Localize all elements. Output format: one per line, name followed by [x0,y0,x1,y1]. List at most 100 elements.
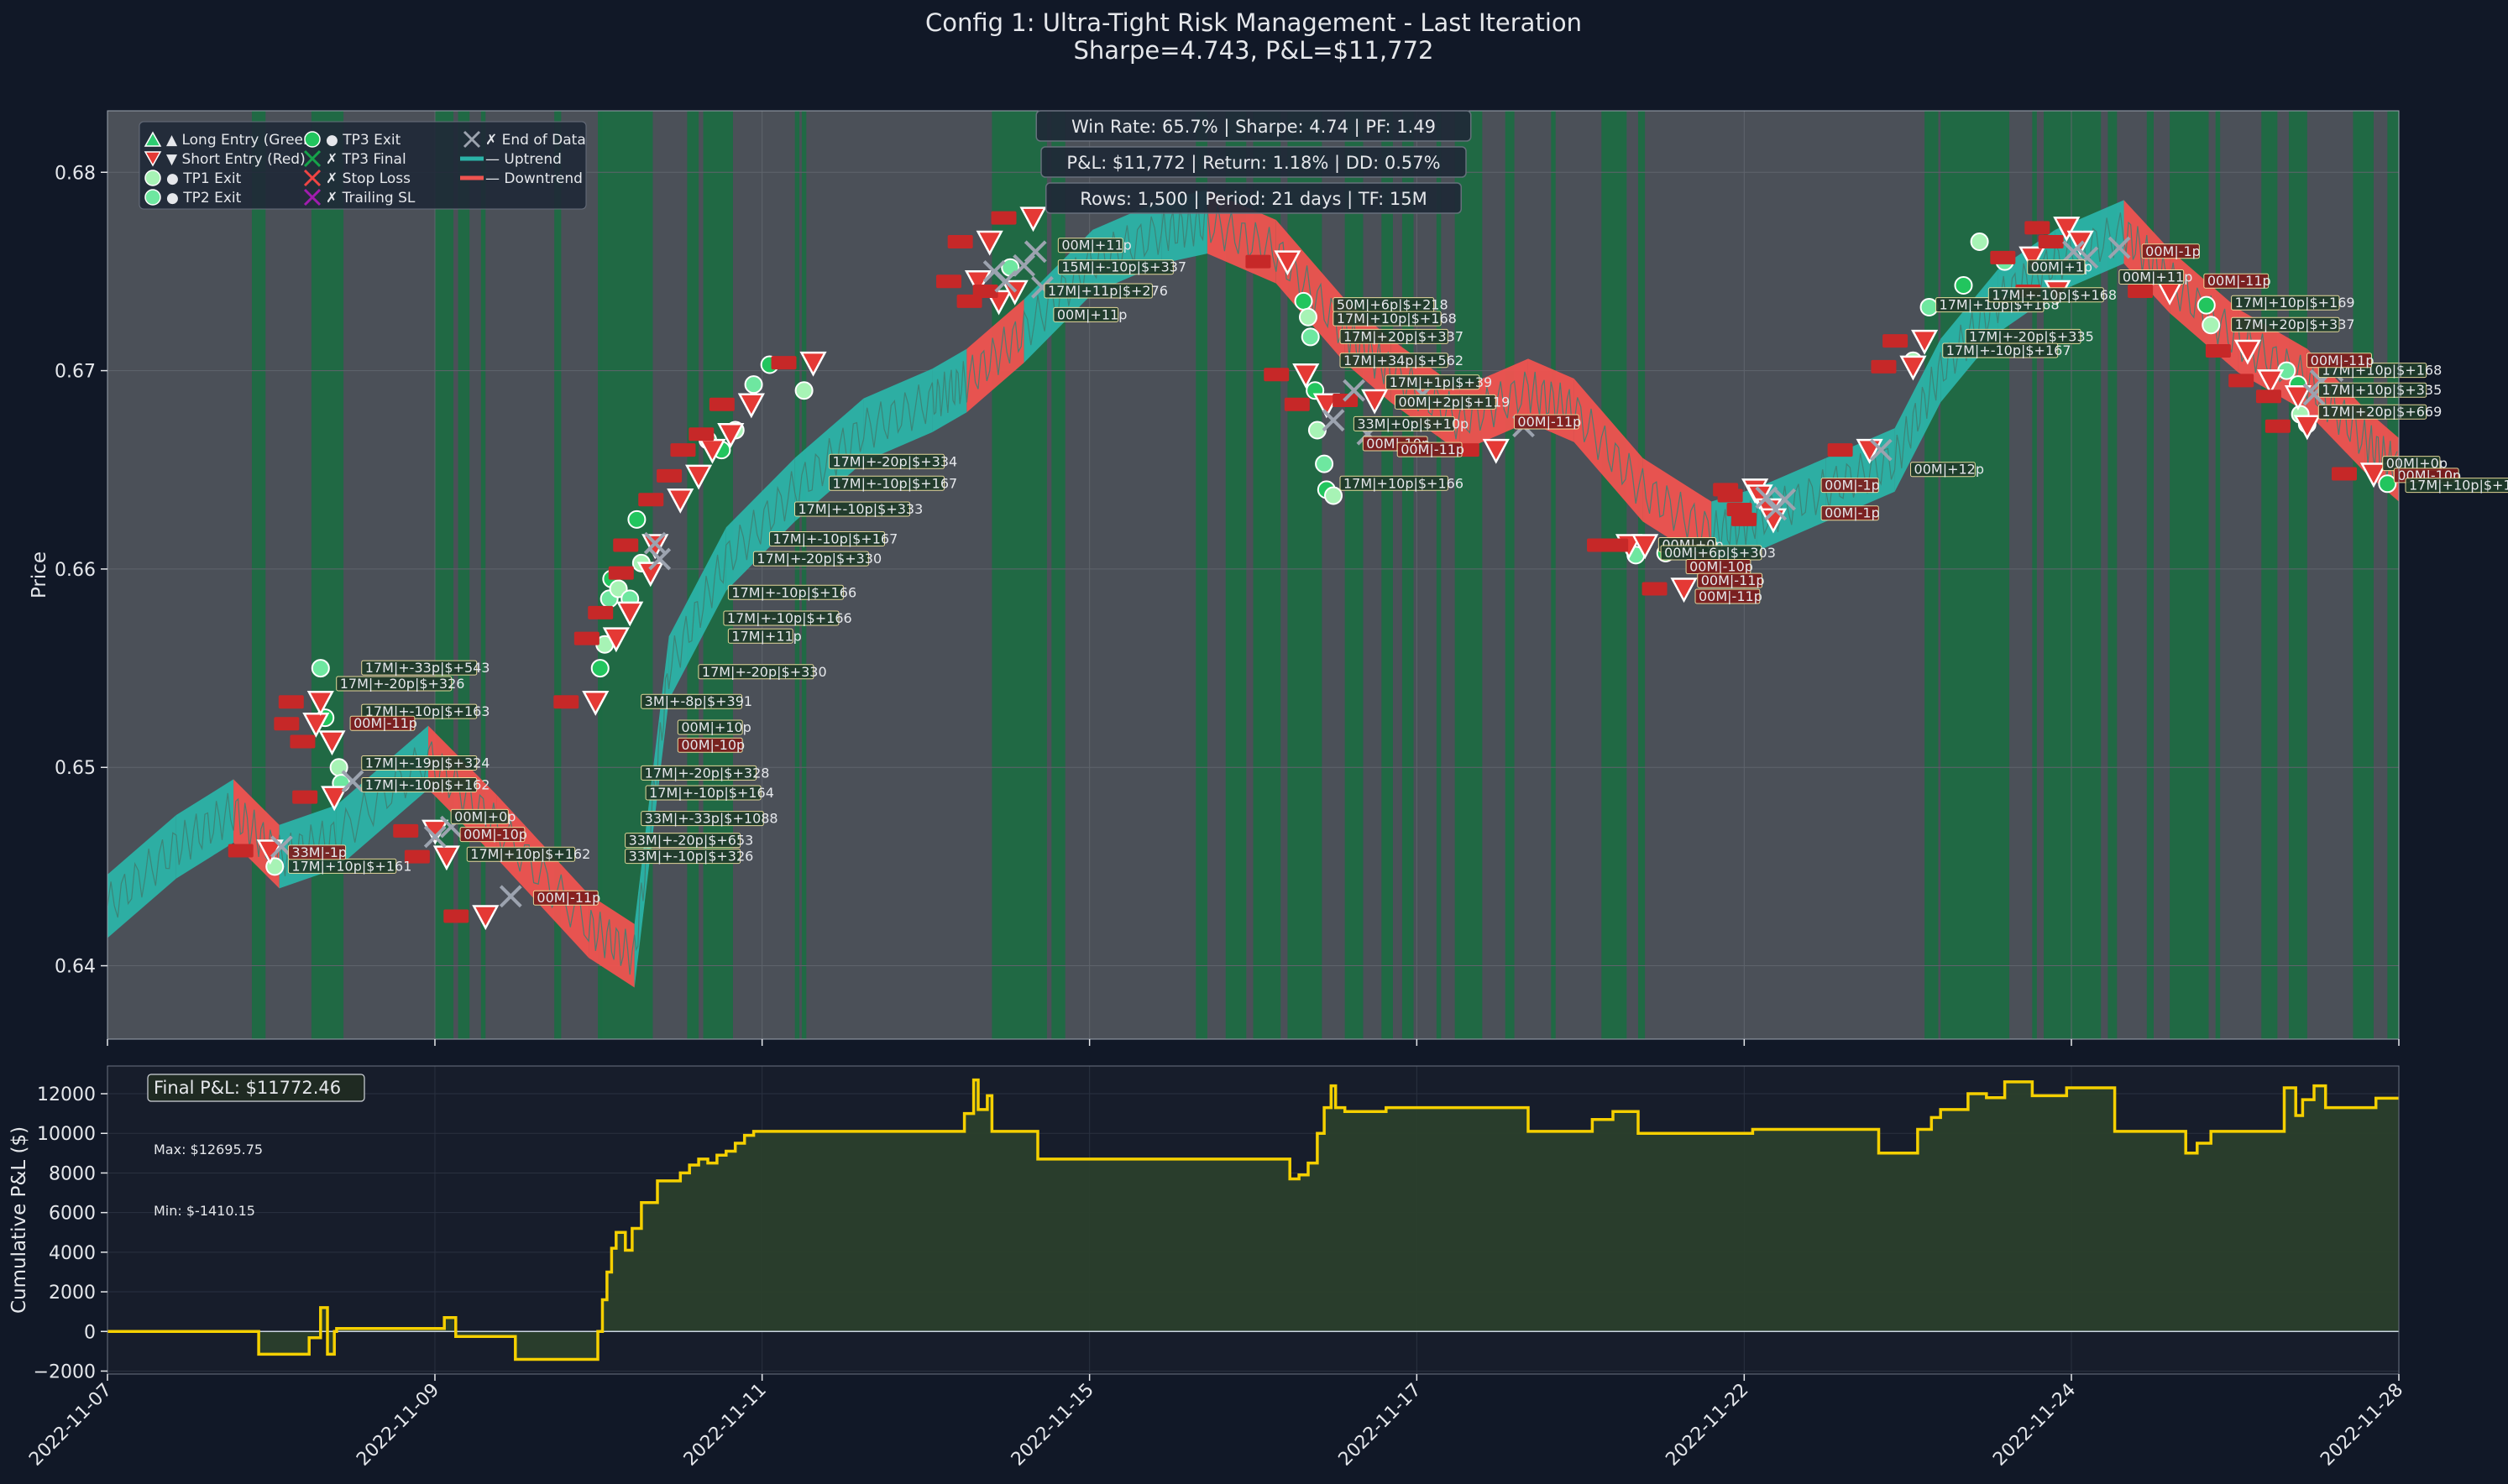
trade-label-box [466,846,576,862]
bullish-zone-band [2107,111,2118,1039]
bullish-zone-band [480,111,486,1039]
entry-size-tag [936,274,962,289]
trade-label-box [727,628,793,644]
trade-label-box [2231,295,2340,311]
trade-label-text: 17M|+-10p|$+167 [1946,342,2071,358]
end-of-data-marker [2107,236,2131,259]
trade-label-text: 00M|+11p [1057,306,1127,322]
trade-label-box [2231,316,2340,332]
entry-size-tag [2255,389,2281,404]
short-entry-marker [684,464,713,490]
pnl-ytick-label: −2000 [34,1361,96,1382]
trade-label-text: 00M|+1p [2031,259,2092,275]
price-ytick-label: 0.68 [55,163,96,184]
stats-text: P&L: $11,772 | Return: 1.18% | DD: 0.57% [1066,153,1440,174]
trade-label-text: 00M|+2p|$+119 [1399,394,1511,410]
short-entry-marker [799,351,827,377]
legend-x-icon [463,130,481,149]
end-of-data-marker [1869,438,1893,462]
bullish-zone-band [1924,111,1939,1039]
bullish-zone-band [1940,111,2010,1039]
trade-label-box [1057,259,1174,275]
trade-label-box [1395,394,1496,410]
bullish-zone-band [2261,111,2278,1039]
legend-x-icon [303,149,322,168]
exit-marker [1315,454,1334,473]
bullish-zone-band [1637,111,1646,1039]
trend-band-segment [1894,338,1941,492]
bullish-zone-band [801,111,807,1039]
price-ytick-label: 0.64 [55,957,96,978]
trade-label-box [645,785,762,801]
trade-label-text: 00M|-11p [2311,353,2374,368]
trade-label-box [641,811,764,827]
entry-size-tag [2024,221,2050,235]
short-entry-marker [1312,393,1340,419]
trade-label-text: 17M|+-20p|$+330 [757,551,882,567]
entry-size-tag [1245,254,1271,269]
bullish-zone-band [1551,111,1556,1039]
trade-label-text: 17M|+-20p|$+326 [340,676,465,692]
trade-label-text: 00M|-1p [1825,505,1880,521]
pnl-ytick-label: 2000 [49,1283,96,1304]
legend-triangle-down-icon [144,151,162,167]
exit-marker [1954,275,1973,295]
entry-size-tag [588,605,614,619]
trade-label-box [828,475,945,491]
bullish-zone-band [435,111,454,1039]
bullish-zone-band [311,111,344,1039]
trade-label-text: 17M|+1p|$+39 [1390,374,1493,390]
trade-label-box [828,453,945,469]
trade-label-text: 17M|+-20p|$+335 [1969,328,2094,344]
trade-label-box [450,808,509,824]
stats-text: Win Rate: 65.7% | Sharpe: 4.74 | PF: 1.4… [1071,117,1436,138]
trade-label-box [1053,306,1119,322]
trade-label-box [1697,572,1763,588]
entry-size-tag [292,790,318,804]
pnl-ytick-label: 4000 [49,1243,96,1264]
legend-label: ✗ Stop Loss [326,170,411,187]
exit-marker [1294,291,1313,311]
short-entry-marker [2284,385,2312,410]
legend-circle-icon [304,131,321,148]
trade-label-text: 00M|-11p [537,890,600,906]
trade-label-box [349,715,416,731]
exit-marker [2378,474,2397,494]
legend-label: ✗ End of Data [485,132,586,149]
bullish-zone-band [251,111,266,1039]
end-of-data-marker [1755,486,1778,509]
entry-size-tag [1641,582,1668,596]
entry-size-tag [573,631,600,645]
trade-label-text: 00M|-11p [1699,588,1762,604]
legend-label: ● TP1 Exit [166,170,242,187]
trade-label-box [1333,311,1442,327]
short-entry-marker [2053,217,2081,243]
bullish-zone-band [1505,111,1515,1039]
trend-band-segment [966,299,1024,413]
entry-size-tag [1882,334,1908,348]
figure-title-line2: Sharpe=4.743, P&L=$11,772 [1074,36,1434,65]
exit-marker [1324,486,1343,505]
short-entry-marker [616,601,644,627]
entry-size-tag [404,849,430,864]
trend-band-segment [1573,379,1643,522]
trade-label-box [2317,382,2427,398]
trade-label-text: 17M|+-10p|$+333 [798,501,924,517]
short-entry-marker [1899,355,1927,381]
bullish-zone-band [1401,111,1407,1039]
end-of-data-marker [1024,240,1047,264]
trade-label-text: 00M|-11p [1701,572,1765,588]
end-of-data-marker [1322,409,1345,432]
trade-label-box [287,844,347,860]
trade-label-text: 17M|+20p|$+337 [1343,328,1463,344]
exit-marker [1301,327,1320,347]
bullish-zone-band [1381,111,1393,1039]
trade-label-box [459,827,526,843]
trade-label-text: 33M|+-10p|$+326 [629,849,754,865]
price-panel: 17M|+10p|$+16133M|-1p17M|+-33p|$+54317M|… [29,110,2508,1046]
price-ytick-label: 0.66 [55,560,96,581]
end-of-data-marker [643,531,667,555]
trade-label-text: 33M|+0p|$+10p [1357,415,1469,431]
bullish-zone-band [1051,111,1066,1039]
